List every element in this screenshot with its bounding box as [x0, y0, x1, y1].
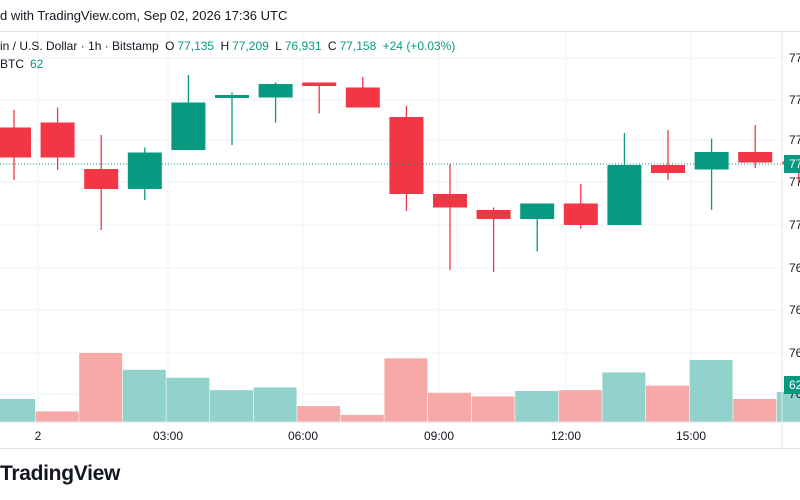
candle [694, 138, 729, 210]
volume-bar [210, 390, 253, 422]
change-value: +24 (+0.03%) [382, 39, 456, 53]
volume-bar [166, 377, 210, 422]
time-tick-label: 09:00 [424, 429, 454, 443]
close-value: 77,158 [339, 39, 377, 53]
current-price-tag: 77 [784, 155, 800, 173]
candle [520, 203, 555, 252]
volume-bar [776, 391, 800, 422]
current-price-tag-text: 77 [789, 157, 800, 171]
candle [738, 125, 773, 168]
candle-body [520, 203, 555, 219]
volume-bar [733, 398, 777, 422]
volume-bar [340, 414, 384, 422]
time-tick-label: 12:00 [551, 429, 581, 443]
close-label: C [327, 39, 337, 53]
high-label: H [220, 39, 230, 53]
candle [302, 82, 337, 114]
chart-header-bar: d with TradingView.com, Sep 02, 2026 17:… [0, 0, 800, 32]
open-label: O [165, 39, 175, 53]
volume-label: BTC [0, 57, 24, 71]
tradingview-logo: TradingView [0, 462, 121, 485]
time-tick-label: 06:00 [288, 429, 318, 443]
volume-legend: BTC 62 [0, 57, 43, 71]
price-tick-label: 76 [789, 346, 800, 360]
footer-bar: TradingView [0, 448, 800, 500]
low-label: L [275, 39, 282, 53]
volume-value: 62 [30, 57, 44, 71]
candle-body [607, 165, 642, 225]
price-tick-label: 77 [789, 218, 800, 232]
candle [215, 92, 249, 145]
volume-bars [0, 352, 800, 422]
candle-body [651, 165, 685, 173]
candle [345, 77, 380, 108]
candle [258, 82, 293, 123]
grid-lines [0, 32, 782, 422]
volume-tag-bg [784, 376, 800, 394]
volume-tag-text: 62 [789, 378, 800, 392]
volume-bar [428, 392, 471, 422]
candle-body [127, 152, 162, 189]
current-price-tag-bg [784, 155, 800, 173]
candle-body [433, 194, 467, 208]
price-tick-label: 76 [789, 261, 800, 275]
candle [40, 107, 75, 170]
price-tick-label: 76 [789, 303, 800, 317]
volume-bar [384, 358, 428, 422]
candle-body [171, 102, 206, 150]
price-tick-label: 77 [789, 93, 800, 107]
candle-body [563, 203, 598, 225]
volume-bar [297, 406, 341, 422]
volume-bar [515, 391, 559, 422]
candle-body [694, 152, 729, 170]
price-tick-label: 77 [789, 133, 800, 147]
candle [476, 207, 511, 272]
candle-body [389, 117, 424, 194]
candle-body [738, 152, 773, 163]
volume-bar [689, 360, 733, 422]
high-value: 77,209 [232, 39, 269, 53]
candle-body [345, 87, 380, 108]
volume-tag: 62 [784, 376, 800, 394]
candle [0, 110, 31, 180]
price-axis-labels: 777777777776767676 [789, 51, 800, 401]
volume-bar [602, 372, 646, 422]
candle [389, 106, 424, 211]
volume-bar [79, 352, 123, 422]
open-value: 77,135 [177, 39, 215, 53]
candle-body [0, 127, 31, 158]
candle-body [302, 82, 337, 86]
volume-bar [253, 387, 297, 422]
candle [84, 135, 119, 230]
candle [127, 147, 162, 200]
candle [607, 133, 642, 225]
candle [433, 164, 467, 270]
candle [171, 75, 206, 150]
symbol-legend: in / U.S. Dollar · 1h · Bitstamp O 77,135… [0, 39, 458, 53]
time-tick-label: 03:00 [153, 429, 183, 443]
volume-bar [0, 398, 35, 422]
volume-bar [471, 396, 515, 422]
volume-bar [646, 385, 689, 422]
price-tick-label: 77 [789, 175, 800, 189]
candle [563, 184, 598, 229]
time-axis-labels: 2 03:00 06:00 09:00 12:00 15:00 [35, 429, 707, 443]
time-tick-label: 2 [35, 429, 42, 443]
volume-bar [122, 369, 166, 422]
candlestick-chart[interactable]: 7777777777767676767762203:0006:0009:0012… [0, 32, 800, 448]
candle-body [40, 122, 75, 158]
volume-bar [558, 390, 602, 422]
price-tick-label: 77 [789, 51, 800, 65]
candle [651, 130, 685, 180]
candle-body [258, 84, 293, 98]
low-value: 76,931 [284, 39, 322, 53]
time-tick-label: 15:00 [676, 429, 706, 443]
candle-body [215, 95, 249, 98]
candle-body [84, 169, 119, 189]
symbol-title: in / U.S. Dollar · 1h · Bitstamp [0, 39, 159, 53]
volume-bar [35, 411, 79, 422]
snapshot-caption: d with TradingView.com, Sep 02, 2026 17:… [0, 8, 288, 23]
candles [0, 75, 800, 272]
candle-body [476, 210, 511, 219]
